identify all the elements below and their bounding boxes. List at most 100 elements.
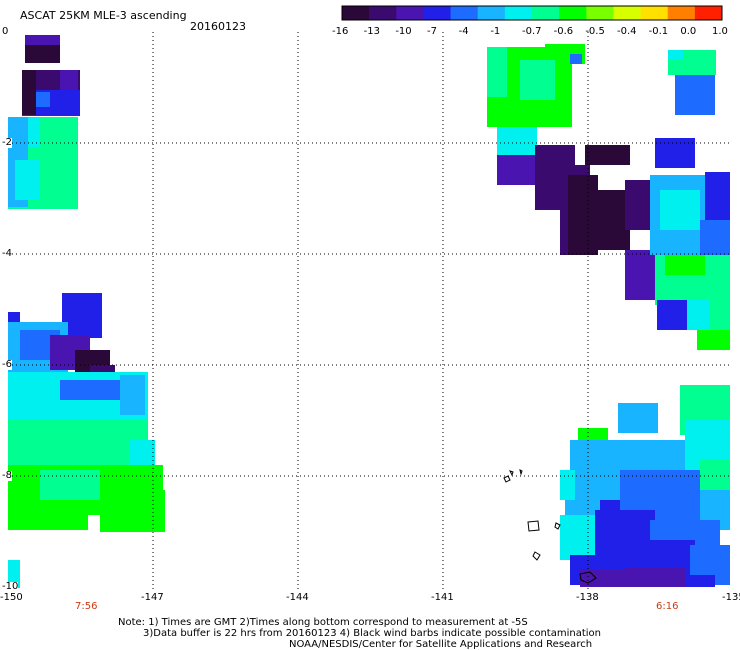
island: [503, 475, 511, 483]
swath-cell: [568, 175, 598, 255]
y-axis-label: -4: [2, 248, 12, 259]
swath-cell: [595, 190, 630, 250]
island: [579, 571, 597, 584]
swath-cell: [710, 300, 730, 330]
island: [554, 522, 561, 530]
swath-cell: [585, 145, 630, 165]
colorbar-segment: [342, 6, 370, 20]
time-left: 7:56: [75, 601, 98, 612]
y-axis-label: -8: [2, 470, 12, 481]
swath-cell: [22, 70, 36, 115]
colorbar-segment: [532, 6, 560, 20]
colorbar-tick-label: -0.7: [522, 26, 542, 37]
x-axis-label: -147: [141, 592, 164, 603]
colorbar-segment: [640, 6, 669, 20]
data-swaths: [8, 35, 730, 588]
island: [527, 520, 540, 532]
swath-cell: [497, 127, 537, 155]
swath-cell: [25, 45, 60, 63]
swath-cell: [487, 47, 507, 97]
swath-cell: [60, 70, 78, 90]
colorbar-tick-label: 1.0: [712, 26, 728, 37]
swath-cell: [100, 490, 165, 532]
swath-cell: [675, 75, 715, 115]
swath-cell: [697, 330, 730, 350]
colorbar-segment: [613, 6, 642, 20]
swath-cell: [40, 117, 78, 147]
swath-cell: [8, 560, 20, 588]
swath-cell: [600, 500, 620, 520]
colorbar-segment: [396, 6, 424, 20]
swath-cell: [62, 293, 102, 338]
swath-cell: [560, 515, 600, 560]
swath-cell: [520, 60, 555, 100]
colorbar-segment: [450, 6, 479, 20]
island: [519, 469, 523, 476]
swath-cell: [625, 250, 660, 300]
colorbar-tick-label: -0.5: [585, 26, 605, 37]
colorbar-segment: [586, 6, 614, 20]
swath-cell: [705, 172, 730, 222]
swath-cell: [618, 403, 658, 433]
colorbar-tick-label: -10: [395, 26, 412, 37]
colorbar-segment: [667, 6, 696, 20]
colorbar-tick-label: -7: [427, 26, 437, 37]
colorbar-segment: [559, 6, 587, 20]
swath-cell: [25, 35, 60, 45]
colorbar-segment: [694, 6, 723, 20]
colorbar-tick-label: -0.6: [553, 26, 574, 37]
grid-lines: [8, 32, 730, 589]
y-axis-label: -2: [2, 137, 12, 148]
swath-cell: [700, 220, 730, 260]
swath-cell: [625, 568, 685, 587]
x-axis-label: -150: [0, 592, 23, 603]
swath-cell: [8, 312, 20, 322]
swath-cell: [665, 255, 705, 275]
map-date: 20160123: [190, 20, 246, 33]
swath-cell: [15, 160, 40, 200]
swath-cell: [120, 375, 145, 415]
swath-cell: [40, 470, 100, 500]
footer-note-3: NOAA/NESDIS/Center for Satellite Applica…: [289, 639, 593, 650]
swath-cell: [8, 510, 88, 530]
footer-note-2: 3)Data buffer is 22 hrs from 20160123 4)…: [143, 628, 601, 639]
swath-cell: [580, 570, 625, 587]
colorbar-tick-label: -16: [332, 26, 349, 37]
swath-cell: [687, 300, 712, 330]
island: [532, 551, 541, 561]
colorbar-frame: [341, 5, 723, 21]
colorbar: [341, 5, 723, 21]
swath-cell: [560, 470, 575, 500]
colorbar-tick-label: -0.1: [648, 26, 669, 37]
islands: [503, 469, 597, 584]
swath-cell: [497, 155, 537, 185]
colorbar-tick-label: 0.0: [680, 26, 697, 37]
colorbar-segment: [477, 6, 506, 20]
swath-cell: [657, 300, 687, 330]
swath-cell: [660, 190, 700, 230]
colorbar-tick-label: -1: [490, 26, 501, 37]
y-axis-label: 0: [2, 26, 9, 37]
swath-cell: [8, 420, 148, 470]
x-axis-label: -144: [286, 592, 309, 603]
swath-cell: [668, 50, 683, 60]
time-right: 6:16: [656, 601, 679, 612]
swath-cell: [60, 380, 120, 400]
y-axis-label: -6: [2, 359, 12, 370]
colorbar-tick-label: -0.4: [617, 26, 637, 37]
x-axis-label: -135: [722, 592, 740, 603]
map-title: ASCAT 25KM MLE-3 ascending: [20, 9, 187, 22]
x-axis-label: -138: [576, 592, 599, 603]
colorbar-segment: [369, 6, 397, 20]
x-axis-label: -141: [431, 592, 454, 603]
footer-note-1: Note: 1) Times are GMT 2)Times along bot…: [118, 617, 528, 628]
colorbar-tick-label: -13: [363, 26, 380, 37]
colorbar-segment: [423, 6, 452, 20]
y-axis-label: -10: [2, 581, 19, 592]
swath-cell: [685, 575, 715, 587]
island: [509, 470, 514, 477]
colorbar-tick-label: -4: [458, 26, 469, 37]
swath-cell: [570, 54, 582, 64]
colorbar-segment: [504, 6, 533, 20]
